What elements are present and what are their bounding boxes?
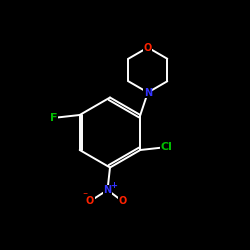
Text: F: F bbox=[50, 112, 58, 122]
Text: O: O bbox=[86, 196, 94, 206]
Text: O: O bbox=[144, 42, 152, 52]
Text: ⁻: ⁻ bbox=[82, 191, 87, 201]
Text: N: N bbox=[104, 185, 112, 195]
Text: +: + bbox=[110, 181, 117, 190]
Text: O: O bbox=[118, 196, 127, 206]
Text: N: N bbox=[144, 88, 152, 98]
Text: Cl: Cl bbox=[161, 142, 173, 152]
